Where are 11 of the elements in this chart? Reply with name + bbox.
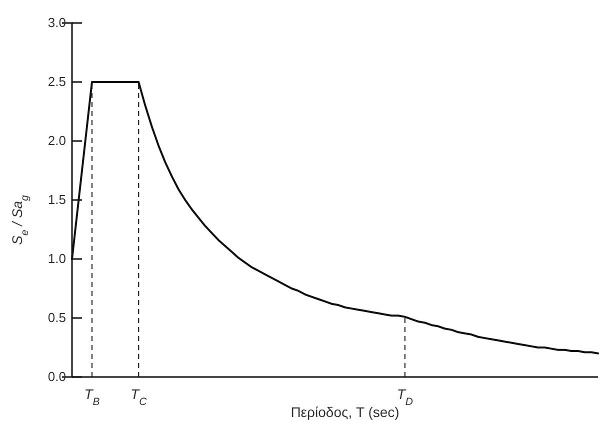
x-tick-label: T$_{B}$ <box>84 386 100 408</box>
y-tick-label: 3.0 <box>48 15 66 30</box>
x-tick-label: T$_{D}$ <box>396 386 414 408</box>
y-tick-label: 0.5 <box>48 310 66 326</box>
y-tick-label: 1.5 <box>48 192 66 208</box>
y-tick-label: 0.0 <box>48 369 66 384</box>
y-tick-label: 1.0 <box>48 251 66 266</box>
x-axis-title: Περίοδος, T (sec) <box>290 404 400 420</box>
x-tick-label: T$_{C}$ <box>130 386 148 408</box>
y-tick-label: 2.5 <box>48 74 66 90</box>
y-tick-label: 2.0 <box>48 133 66 148</box>
